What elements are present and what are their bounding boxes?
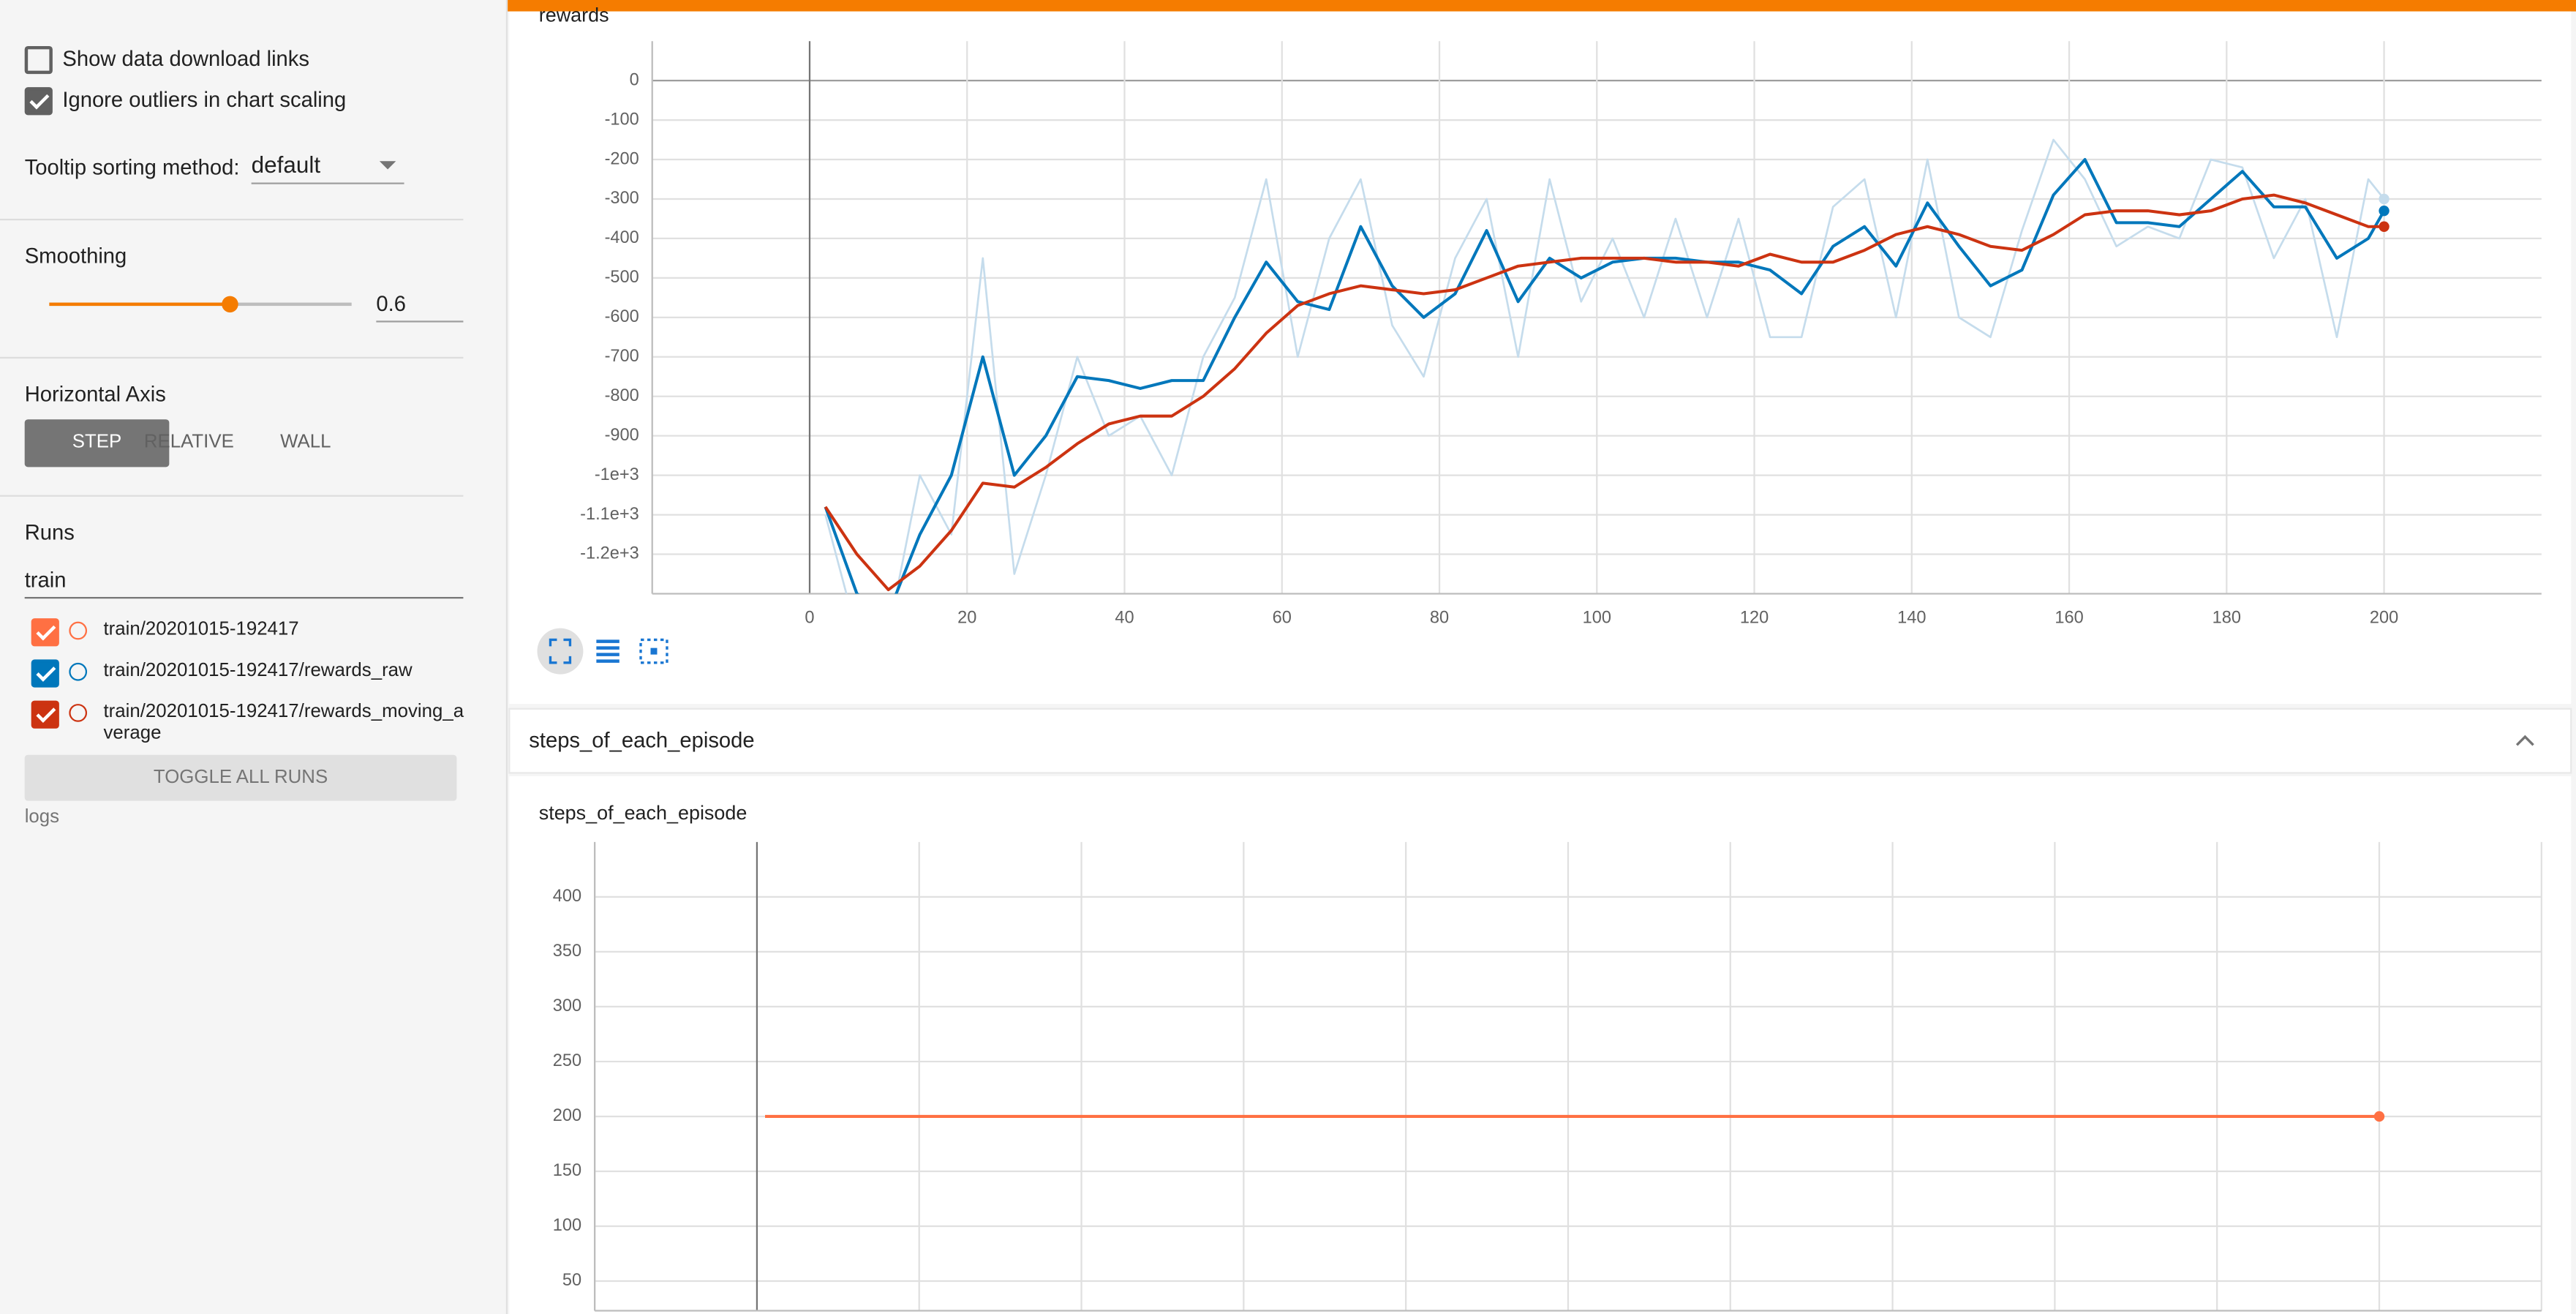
fit-icon xyxy=(549,638,572,664)
y-tick-label: 200 xyxy=(553,1105,581,1125)
plot xyxy=(824,138,2386,594)
y-tick-label: 250 xyxy=(553,1051,581,1070)
slider-knob[interactable] xyxy=(222,296,239,313)
y-tick-label: 400 xyxy=(553,886,581,905)
series-end-point xyxy=(2379,193,2389,205)
run-name: train/20201015-192417/rewards_raw xyxy=(103,661,413,681)
y-tick-label: -1.2e+3 xyxy=(580,544,639,563)
y-tick-label: -700 xyxy=(605,346,639,365)
section-header xyxy=(508,707,2572,774)
y-tick-label: 100 xyxy=(553,1215,581,1234)
run-color-circle[interactable] xyxy=(69,621,88,640)
label: Horizontal Axis xyxy=(24,381,166,407)
logs-label: logs xyxy=(24,807,60,827)
x-tick-label: 0 xyxy=(805,607,814,626)
y-tick-label: 150 xyxy=(553,1160,581,1179)
y-tick-label: 0 xyxy=(630,70,639,89)
series-line xyxy=(824,193,2384,592)
series-end-point xyxy=(2379,221,2389,232)
x-tick-label: 40 xyxy=(1115,607,1134,626)
toggle-all-button[interactable]: TOGGLE ALL RUNS xyxy=(24,754,457,801)
axis-button[interactable]: STEP xyxy=(24,419,170,468)
run-checkbox[interactable] xyxy=(31,618,59,647)
checkbox[interactable] xyxy=(24,87,53,116)
dropdown-arrow xyxy=(379,161,396,170)
run-name: train/20201015-192417 xyxy=(103,620,299,640)
run-checkbox[interactable] xyxy=(31,700,59,729)
run-color-circle[interactable] xyxy=(69,704,88,722)
series-end-point xyxy=(2379,205,2389,217)
fit-domain-button[interactable] xyxy=(537,628,584,675)
divider xyxy=(0,495,464,497)
x-tick-label: 200 xyxy=(2370,607,2398,626)
x-tick-label: 80 xyxy=(1430,607,1449,626)
y-tick-label: -400 xyxy=(605,228,639,247)
zoom-icon xyxy=(650,647,658,655)
series-line xyxy=(824,138,2385,594)
slider-fill xyxy=(49,302,231,307)
y-tick-label: -1.1e+3 xyxy=(580,504,639,523)
y-tick-label: -1e+3 xyxy=(595,465,639,484)
y-tick-label: 300 xyxy=(553,996,581,1015)
collapse-chevron[interactable] xyxy=(2515,735,2534,746)
label: Runs xyxy=(24,519,75,545)
y-tick-label: -300 xyxy=(605,188,639,207)
y-tick-label: -100 xyxy=(605,109,639,128)
label: Tooltip sorting method: xyxy=(24,154,240,180)
divider xyxy=(0,218,464,221)
runs-filter[interactable]: train xyxy=(24,567,464,599)
y-tick-label: 350 xyxy=(553,941,581,960)
axis-button[interactable]: WALL xyxy=(280,432,331,453)
chart-title: steps_of_each_episode xyxy=(539,802,747,824)
x-tick-label: 20 xyxy=(957,607,976,626)
label: Ignore outliers in chart scaling xyxy=(62,87,347,112)
x-tick-label: 160 xyxy=(2055,607,2083,626)
x-tick-label: 180 xyxy=(2212,607,2241,626)
x-tick-label: 140 xyxy=(1897,607,1926,626)
x-tick-label: 120 xyxy=(1740,607,1769,626)
smoothing-input[interactable]: 0.6 xyxy=(376,291,464,323)
y-tick-label: -200 xyxy=(605,149,639,168)
divider xyxy=(0,356,464,359)
series-end-point xyxy=(2373,1111,2385,1122)
label: Show data download links xyxy=(62,45,310,71)
y-tick-label: -900 xyxy=(605,425,639,444)
dropdown[interactable]: default xyxy=(251,151,404,184)
section-title: steps_of_each_episode xyxy=(529,729,754,752)
x-tick-label: 60 xyxy=(1273,607,1292,626)
sidebar: Show data download links Ignore outliers… xyxy=(0,0,508,1314)
run-name: train/20201015-192417/rewards_moving_ave… xyxy=(103,702,464,744)
data-table-button[interactable] xyxy=(596,639,619,663)
checkbox[interactable] xyxy=(24,45,53,75)
series-line xyxy=(824,158,2386,594)
run-checkbox[interactable] xyxy=(31,659,59,688)
top-bar xyxy=(0,0,2576,12)
y-tick-label: -600 xyxy=(605,307,639,326)
zoom-button[interactable] xyxy=(639,638,669,664)
run-color-circle[interactable] xyxy=(69,662,88,681)
label: Smoothing xyxy=(24,243,127,269)
y-tick-label: 50 xyxy=(562,1270,581,1289)
y-tick-label: -500 xyxy=(605,267,639,286)
x-tick-label: 100 xyxy=(1583,607,1611,626)
steps-card xyxy=(509,776,2572,1314)
chart-title: rewards xyxy=(539,4,609,26)
y-tick-label: -800 xyxy=(605,386,639,405)
axis-button[interactable]: RELATIVE xyxy=(143,432,234,453)
